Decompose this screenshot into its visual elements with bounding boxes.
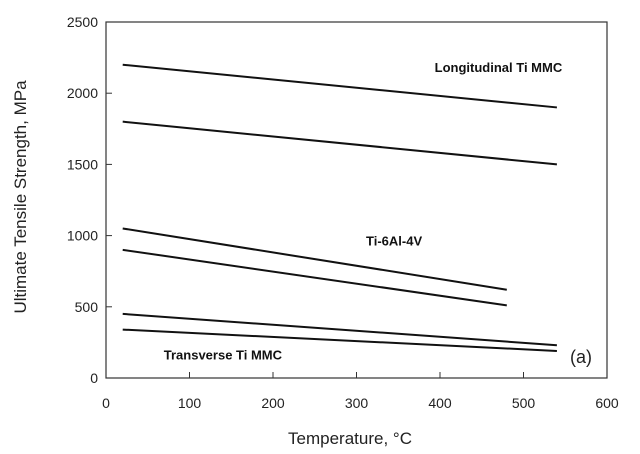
- x-tick-label: 200: [261, 395, 285, 411]
- x-tick-label: 0: [102, 395, 110, 411]
- panel-label: (a): [570, 347, 592, 367]
- x-tick-label: 400: [428, 395, 452, 411]
- x-tick-label: 100: [178, 395, 202, 411]
- annotation-3: Transverse Ti MMC: [164, 347, 283, 362]
- series-line-6: [122, 328, 557, 352]
- y-tick-label: 1500: [67, 156, 98, 172]
- series-line-4: [122, 248, 507, 307]
- x-axis-label: Temperature, °C: [288, 429, 412, 448]
- series-line-3: [122, 227, 507, 291]
- y-tick-label: 0: [90, 370, 98, 386]
- y-tick-label: 2000: [67, 85, 98, 101]
- annotation-1: Longitudinal Ti MMC: [435, 60, 563, 75]
- plot-area-frame: [105, 21, 608, 379]
- y-tick-label: 500: [75, 299, 99, 315]
- series-line-5: [122, 312, 557, 347]
- y-tick-label: 1000: [67, 228, 98, 244]
- x-tick-label: 600: [595, 395, 619, 411]
- series-line-2: [122, 120, 557, 166]
- x-tick-label: 300: [345, 395, 369, 411]
- annotation-2: Ti-6Al-4V: [366, 234, 422, 249]
- series-line-1: [122, 63, 557, 109]
- y-tick-label: 2500: [67, 14, 98, 30]
- y-axis-label: Ultimate Tensile Strength, MPa: [11, 80, 30, 314]
- x-tick-label: 500: [512, 395, 536, 411]
